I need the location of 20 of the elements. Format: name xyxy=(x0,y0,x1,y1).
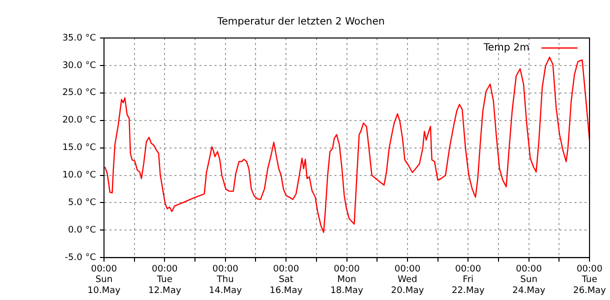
chart-title: Temperatur der letzten 2 Wochen xyxy=(216,16,385,28)
y-tick-label: 15.0 °C xyxy=(62,143,96,154)
x-tick-label: 00:00 Wed 20.May xyxy=(391,264,425,296)
y-tick-label: 5.0 °C xyxy=(68,198,96,208)
y-tick-label: 0.0 °C xyxy=(68,225,96,236)
y-tick-label: 20.0 °C xyxy=(62,116,96,126)
x-tick-label: 00:00 Tue 12.May xyxy=(148,264,182,296)
y-tick-label: 10.0 °C xyxy=(62,170,96,181)
x-tick-label: 00:00 Sat 16.May xyxy=(270,264,304,296)
y-tick-label: -5.0 °C xyxy=(64,252,96,263)
x-tick-label: 00:00 Mon 18.May xyxy=(330,264,364,296)
x-tick-label: 00:00 Fri 22.May xyxy=(452,264,486,296)
x-tick-label: 00:00 Sun 24.May xyxy=(512,264,546,296)
y-tick-label: 35.0 °C xyxy=(62,33,96,44)
y-tick-label: 30.0 °C xyxy=(62,60,96,71)
x-tick-label: 00:00 Sun 10.May xyxy=(88,264,122,296)
y-tick-label: 25.0 °C xyxy=(62,88,96,98)
x-tick-label: 00:00 Tue 26.May xyxy=(573,264,607,296)
x-tick-label: 00:00 Thu 14.May xyxy=(208,264,243,296)
legend-label: Temp 2m xyxy=(482,42,530,54)
